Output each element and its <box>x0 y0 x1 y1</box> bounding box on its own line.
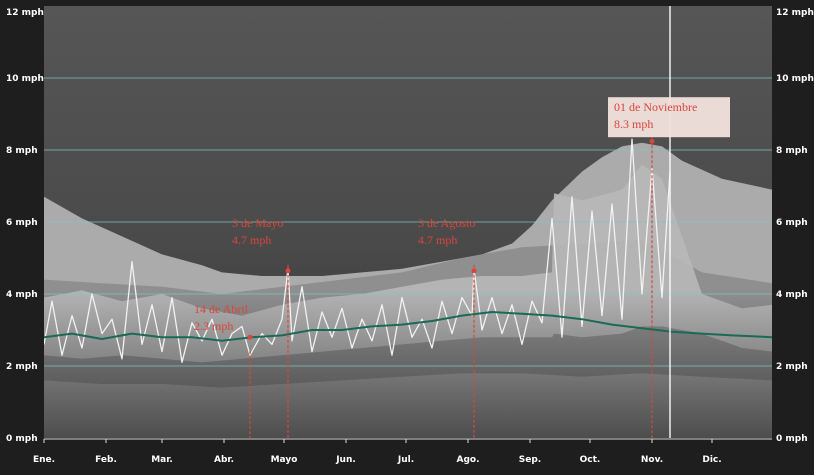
y-tick-label-left: 12 mph <box>6 8 44 18</box>
annotation-date: 3 de Mayo <box>232 216 283 230</box>
annotation-value: 8.3 mph <box>614 117 653 131</box>
x-axis: Ene. Feb. Mar. Abr. Mayo Jun. Jul. Ago. Sep. Oct.… <box>33 438 772 465</box>
month-label: Ene. <box>33 455 55 465</box>
annotation-guides <box>247 135 655 438</box>
month-label: Ago. <box>456 455 479 465</box>
annotation-dot <box>649 138 655 144</box>
y-tick-label-right: 2 mph <box>776 362 808 372</box>
annotation-dot <box>285 268 291 274</box>
y-tick-label-right: 0 mph <box>776 434 808 444</box>
y-tick-label-right: 6 mph <box>776 218 808 228</box>
month-label: Abr. <box>214 455 234 465</box>
series-white-line <box>44 138 671 364</box>
series-green-line <box>44 311 772 342</box>
month-label: Mar. <box>151 455 173 465</box>
annotation-value: 2.3 mph <box>194 319 233 333</box>
y-tick-label-right: 8 mph <box>776 146 808 156</box>
gridlines <box>44 77 772 367</box>
month-label: Oct. <box>580 455 601 465</box>
y-tick-label-left: 8 mph <box>6 146 38 156</box>
annotation-date: 14 de Abril <box>194 302 249 316</box>
annotation-dot <box>247 334 253 340</box>
y-axis-left: 0 mph 2 mph 4 mph 6 mph 8 mph 10 mph 12 mph <box>6 8 44 444</box>
annotation-value: 4.7 mph <box>418 233 457 247</box>
annotation-value: 4.7 mph <box>232 233 271 247</box>
y-tick-label-left: 0 mph <box>6 434 38 444</box>
annotation-date: 3 de Agosto <box>418 216 475 230</box>
y-tick-label-right: 10 mph <box>776 74 814 84</box>
y-tick-label-right: 12 mph <box>776 8 814 18</box>
annotation-box <box>608 97 730 138</box>
y-tick-label-right: 4 mph <box>776 290 808 300</box>
month-label: Jul. <box>397 455 414 465</box>
annotation-dot <box>471 268 477 274</box>
y-tick-label-left: 6 mph <box>6 218 38 228</box>
y-axis-right: 0 mph 2 mph 4 mph 6 mph 8 mph 10 mph 12 mph <box>776 8 814 444</box>
annotation-labels: 14 de Abril 2.3 mph 3 de Mayo 4.7 mph 3 de A… <box>194 97 730 333</box>
month-label: Jun. <box>335 455 356 465</box>
annotation-date: 01 de Noviembre <box>614 100 697 114</box>
month-label: Mayo <box>271 455 298 465</box>
y-tick-label-left: 4 mph <box>6 290 38 300</box>
bottom-fade <box>44 290 772 438</box>
month-label: Nov. <box>641 455 663 465</box>
month-label: Sep. <box>519 455 541 465</box>
series-lines <box>44 138 772 364</box>
month-label: Dic. <box>702 455 721 465</box>
y-tick-label-left: 2 mph <box>6 362 38 372</box>
y-tick-label-left: 10 mph <box>6 74 44 84</box>
month-label: Feb. <box>95 455 117 465</box>
